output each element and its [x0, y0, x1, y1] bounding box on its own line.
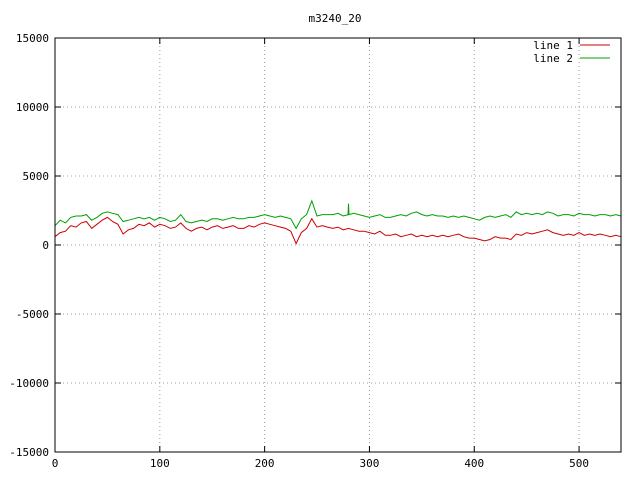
- series-line-2: [54, 199, 622, 230]
- y-tick-label: 15000: [16, 32, 49, 45]
- x-tick-label: 100: [150, 457, 170, 470]
- x-tick-label: 500: [569, 457, 589, 470]
- series-layer: [54, 199, 622, 245]
- chart-title: m3240_20: [309, 12, 362, 25]
- ticks-layer: 0 100 200 300 400 500 -15000 -10000 -5000 0 5000 10…: [9, 32, 621, 470]
- y-tick-label: 10000: [16, 101, 49, 114]
- x-tick-label: 200: [255, 457, 275, 470]
- y-tick-label: -10000: [9, 377, 49, 390]
- grid-layer: [55, 38, 621, 452]
- x-tick-label: 400: [464, 457, 484, 470]
- legend-label-2: line 2: [533, 52, 573, 65]
- x-tick-label: 0: [52, 457, 59, 470]
- y-tick-label: 5000: [23, 170, 50, 183]
- x-tick-label: 300: [360, 457, 380, 470]
- legend-label-1: line 1: [533, 39, 573, 52]
- y-tick-label: 0: [42, 239, 49, 252]
- series-line-1: [54, 216, 622, 245]
- y-tick-label: -5000: [16, 308, 49, 321]
- y-tick-label: -15000: [9, 446, 49, 459]
